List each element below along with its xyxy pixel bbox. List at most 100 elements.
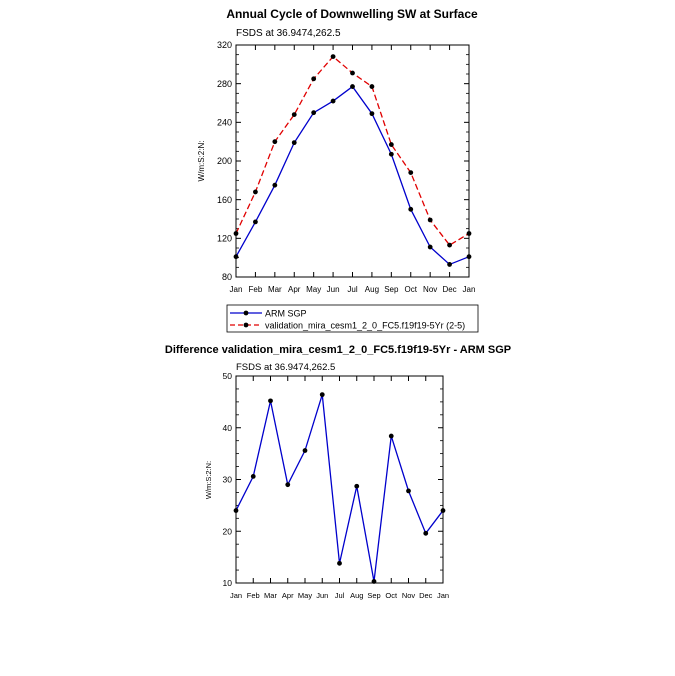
- data-point: [388, 142, 394, 147]
- data-point: [388, 433, 394, 439]
- data-point: [350, 84, 355, 89]
- data-point: [330, 98, 336, 104]
- x-tick-label: Oct: [405, 285, 418, 294]
- plot-frame: [235, 44, 470, 278]
- x-tick-label: Feb: [247, 591, 260, 600]
- data-point: [388, 151, 394, 157]
- series-line-0: [235, 85, 470, 266]
- x-tick-label: Jul: [335, 591, 345, 600]
- x-ticks: Jan Feb Mar Apr May Jun Jul Aug Sep Oct Nov Dec Jan: [230, 376, 449, 600]
- y-axis-label: W/m:S:2:N:: [204, 461, 213, 499]
- x-tick-label: Mar: [268, 285, 282, 294]
- legend: ARM SGP validation_mira_cesm1_2_0_FC5.f1…: [226, 304, 479, 333]
- chart-subtitle: FSDS at 36.9474,262.5: [236, 362, 335, 373]
- data-point: [447, 242, 452, 248]
- data-point: [253, 189, 258, 195]
- data-point: [311, 76, 317, 82]
- data-point: [337, 560, 342, 566]
- legend-marker-validation: [243, 322, 249, 328]
- data-point: [427, 244, 433, 250]
- series-layer: [233, 392, 446, 584]
- data-point: [291, 140, 297, 146]
- x-tick-label: Jan: [230, 285, 243, 294]
- series-layer: [233, 54, 472, 267]
- data-point: [233, 254, 239, 260]
- x-tick-label: Dec: [419, 591, 433, 600]
- data-point: [427, 217, 433, 223]
- legend-label-validation: validation_mira_cesm1_2_0_FC5.f19f19-5Yr…: [265, 321, 465, 331]
- y-tick-label: 30: [223, 475, 233, 485]
- data-point: [369, 84, 375, 89]
- data-point: [302, 448, 308, 453]
- x-tick-label: Nov: [402, 591, 416, 600]
- x-tick-label: Nov: [423, 285, 437, 294]
- data-point: [350, 70, 355, 76]
- y-tick-label: 240: [217, 118, 232, 128]
- y-tick-label: 200: [217, 156, 232, 166]
- data-point: [330, 54, 336, 59]
- data-point: [447, 262, 452, 267]
- y-ticks: 10 20 30 40 50: [223, 371, 443, 588]
- x-tick-label: Jan: [463, 285, 476, 294]
- data-point: [440, 508, 446, 513]
- data-point: [354, 483, 360, 489]
- y-tick-label: 80: [222, 272, 232, 282]
- x-tick-label: Mar: [264, 591, 277, 600]
- data-point: [250, 473, 256, 479]
- y-tick-label: 20: [223, 526, 233, 536]
- data-point: [233, 508, 239, 513]
- data-point: [272, 182, 278, 188]
- y-ticks: 80 120 160 200 240 280 320: [217, 40, 469, 282]
- data-point: [408, 206, 414, 212]
- difference-chart: Difference validation_mira_cesm1_2_0_FC5…: [165, 344, 511, 600]
- y-axis-label: W/m:S:2:N:: [197, 141, 206, 182]
- series-line-0: [235, 394, 444, 582]
- x-tick-label: May: [306, 285, 321, 294]
- data-point: [406, 488, 411, 494]
- x-tick-label: Jan: [230, 591, 242, 600]
- data-point: [268, 398, 273, 404]
- x-tick-label: Dec: [442, 285, 456, 294]
- y-tick-label: 160: [217, 195, 232, 205]
- y-tick-label: 50: [223, 371, 233, 381]
- x-tick-label: Oct: [385, 591, 398, 600]
- x-tick-label: Sep: [367, 591, 380, 600]
- data-point: [408, 170, 414, 176]
- x-tick-label: Apr: [282, 591, 294, 600]
- legend-label-arm-sgp: ARM SGP: [265, 309, 307, 319]
- data-point: [253, 219, 258, 225]
- chart-title: Annual Cycle of Downwelling SW at Surfac…: [226, 7, 478, 21]
- x-tick-label: Jul: [347, 285, 357, 294]
- data-point: [466, 254, 472, 260]
- chart-subtitle: FSDS at 36.9474,262.5: [236, 28, 341, 39]
- annual-cycle-chart: Annual Cycle of Downwelling SW at Surfac…: [197, 7, 479, 333]
- y-tick-label: 320: [217, 40, 232, 50]
- data-point: [291, 112, 297, 117]
- legend-box: [226, 304, 479, 333]
- x-tick-label: Apr: [288, 285, 301, 294]
- x-tick-label: Jun: [327, 285, 340, 294]
- x-ticks: Jan Feb Mar Apr May Jun Jul Aug Sep Oct Nov Dec Jan: [230, 45, 476, 294]
- data-point: [311, 110, 317, 116]
- x-tick-label: Feb: [249, 285, 263, 294]
- legend-marker-arm-sgp: [243, 310, 249, 316]
- chart-title: Difference validation_mira_cesm1_2_0_FC5…: [165, 344, 511, 356]
- data-point: [319, 392, 325, 398]
- data-point: [466, 231, 472, 236]
- data-point: [285, 482, 291, 488]
- y-tick-label: 40: [223, 423, 233, 433]
- x-tick-label: Aug: [365, 285, 379, 294]
- data-point: [272, 139, 278, 145]
- data-point: [233, 231, 239, 236]
- data-point: [369, 111, 375, 117]
- y-tick-label: 280: [217, 79, 232, 89]
- y-tick-label: 120: [217, 234, 232, 244]
- plot-frame: [235, 375, 444, 584]
- x-tick-label: Sep: [384, 285, 399, 294]
- x-tick-label: Aug: [350, 591, 363, 600]
- y-tick-label: 10: [223, 578, 233, 588]
- x-tick-label: May: [298, 591, 312, 600]
- x-tick-label: Jun: [316, 591, 328, 600]
- x-tick-label: Jan: [437, 591, 449, 600]
